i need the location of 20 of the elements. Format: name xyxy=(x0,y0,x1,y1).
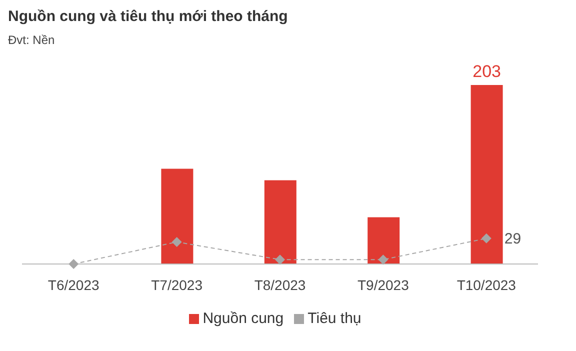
x-tick-label: T6/2023 xyxy=(48,276,100,293)
data-label: 203 xyxy=(472,62,501,81)
point xyxy=(172,236,182,247)
chart-subtitle: Đvt: Nền xyxy=(8,33,56,47)
point xyxy=(378,254,388,265)
bar xyxy=(161,168,194,264)
x-tick-label: T7/2023 xyxy=(151,276,203,293)
legend-label: Tiêu thụ xyxy=(308,310,362,327)
x-tick-label: T8/2023 xyxy=(254,276,306,293)
chart-title: Nguồn cung và tiêu thụ mới theo tháng xyxy=(8,8,289,25)
x-tick-label: T10/2023 xyxy=(456,276,516,293)
bar xyxy=(470,85,503,264)
data-label: 29 xyxy=(504,230,522,248)
point xyxy=(481,233,492,244)
point xyxy=(68,259,79,269)
x-tick-label: T9/2023 xyxy=(358,276,410,293)
bar xyxy=(264,180,296,264)
point xyxy=(275,254,285,265)
legend-label: Nguồn cung xyxy=(202,310,284,327)
bar xyxy=(368,217,400,264)
